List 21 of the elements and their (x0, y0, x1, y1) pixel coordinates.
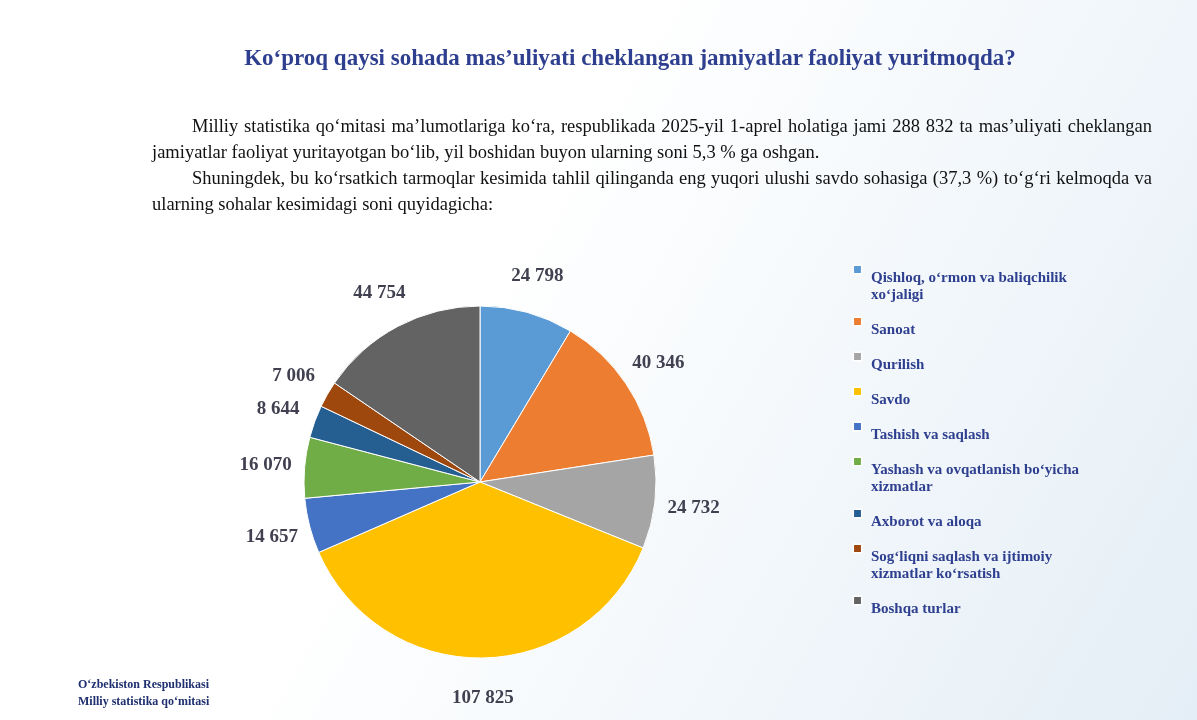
data-label: 107 825 (452, 685, 514, 707)
data-label: 40 346 (632, 350, 685, 372)
data-label: 7 006 (272, 363, 315, 385)
legend-label: Yashash va ovqatlanish bo‘yicha xizmatlar (871, 460, 1080, 494)
legend-label: Tashish va saqlash (871, 425, 991, 442)
data-label: 8 644 (256, 397, 300, 419)
data-label: 24 732 (667, 495, 720, 517)
chart-subtitle: Milliy statistika qo‘mitasi ma’lumotlariga ko‘ra, respublikada 2025-yil 1-aprel holatiga jami 288 832 ta mas’uliyati cheklangan jamiyatlar faoliyat yuritayotgan bo‘lib, yil boshidan buyon ularning soni 5,3 % ga oshgan. Shuningdek, bu ko‘rsatkich tarmoqlar kesimida tahlil qilinganda eng yuqori ulushi savdo sohasiga (37,3 %) to‘g‘ri kelmoqda va ularning sohalar kesimidagi soni quyidagicha: (152, 115, 1152, 216)
legend-label: Axborot va aloqa (871, 512, 983, 529)
legend-label: Sog‘liqni saqlash va ijtimoiy xizmatlar ko‘rsatish (871, 547, 1053, 581)
chart-title: Ko‘proq qaysi sohada mas’uliyati cheklangan jamiyatlar faoliyat yuritmoqda? (243, 44, 1017, 72)
data-label: 14 657 (245, 524, 299, 546)
data-label: 44 754 (353, 280, 407, 302)
legend-label: Sanoat (871, 320, 916, 337)
legend-label: Qurilish (871, 355, 926, 372)
data-label: 24 798 (511, 263, 564, 285)
data-label: 16 070 (239, 453, 292, 475)
text: O‘zbekiston Respublikasi Milliy statistika qo‘mitasi (78, 676, 210, 710)
legend-label: Savdo (871, 390, 911, 407)
legend-label: Qishloq, o‘rmon va baliqchilik xo‘jaligi (871, 268, 1068, 302)
legend-label: Boshqa turlar (871, 599, 961, 616)
